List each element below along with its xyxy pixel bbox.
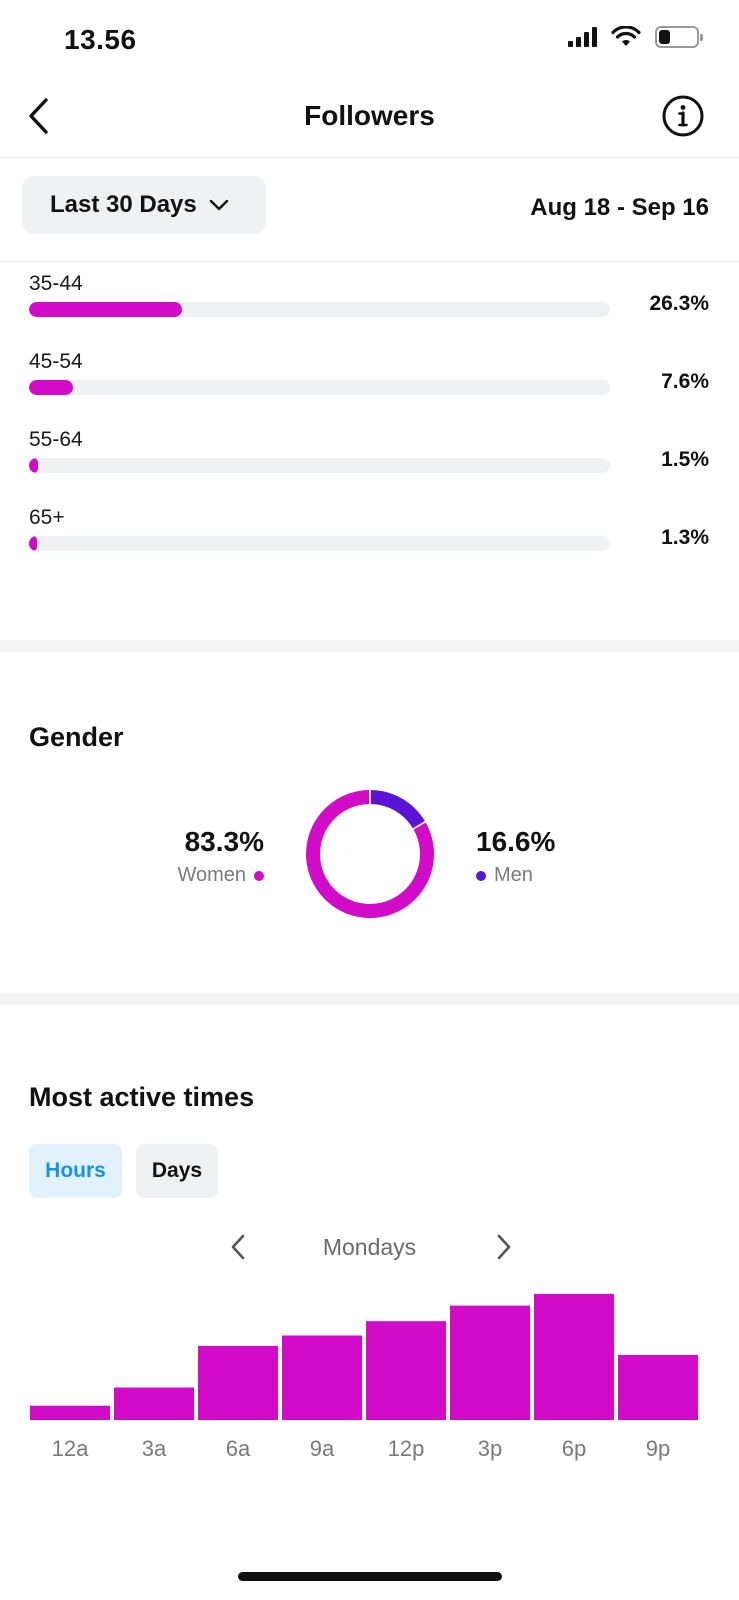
tab-days[interactable]: Days	[136, 1144, 218, 1198]
filter-row: Last 30 Days Aug 18 - Sep 16	[0, 158, 739, 262]
x-tick-label: 9a	[310, 1436, 335, 1461]
gender-women-stat: 83.3% Women	[160, 826, 264, 887]
men-label: Men	[494, 864, 533, 886]
wifi-icon	[611, 26, 641, 46]
x-tick-label: 12p	[388, 1436, 425, 1461]
status-time: 13.56	[64, 24, 137, 55]
back-button[interactable]	[18, 96, 58, 136]
age-bar-fill	[29, 380, 74, 395]
next-day-button[interactable]	[488, 1232, 518, 1262]
date-range-dropdown-label: Last 30 Days	[50, 191, 197, 218]
age-label: 45-54	[29, 350, 83, 373]
bar-3p	[450, 1305, 530, 1420]
age-bar-track	[29, 458, 610, 473]
bar-6p	[534, 1293, 614, 1420]
date-range-dropdown[interactable]: Last 30 Days	[22, 176, 266, 234]
women-legend: Women	[160, 864, 264, 887]
section-divider	[0, 993, 739, 1005]
age-percentage: 1.5%	[661, 448, 709, 471]
chevron-left-icon	[29, 98, 48, 134]
x-tick-label: 12a	[52, 1436, 89, 1461]
donut-slice-women	[306, 790, 434, 918]
x-tick-label: 3a	[142, 1436, 167, 1461]
age-bar-track	[29, 536, 610, 551]
previous-day-button[interactable]	[224, 1232, 254, 1262]
chevron-right-icon	[497, 1234, 511, 1260]
bar-9a	[282, 1335, 362, 1420]
chevron-left-icon	[231, 1234, 245, 1260]
tab-hours[interactable]: Hours	[29, 1144, 122, 1198]
women-legend-dot	[254, 870, 264, 881]
active-times-chart: 12a 3a 6a 9a 12p 3p 6p 9p	[0, 1290, 739, 1480]
gender-title: Gender	[29, 722, 124, 752]
battery-icon	[655, 26, 703, 48]
bar-6a	[198, 1345, 278, 1420]
men-legend-dot	[476, 870, 486, 881]
nav-bar: Followers	[0, 80, 739, 158]
age-row: 35-44 26.3%	[29, 262, 709, 342]
gender-donut-chart	[306, 790, 434, 918]
gender-men-stat: 16.6% Men	[476, 826, 616, 887]
bar-9p	[618, 1355, 698, 1420]
x-tick-label: 9p	[646, 1436, 670, 1461]
age-percentage: 7.6%	[661, 370, 709, 393]
women-percentage: 83.3%	[184, 826, 264, 857]
age-percentage: 26.3%	[649, 292, 709, 315]
age-bar-track	[29, 302, 610, 317]
day-navigator: Mondays	[0, 1224, 739, 1274]
age-row: 65+ 1.3%	[29, 496, 709, 576]
day-label: Mondays	[322, 1234, 417, 1260]
age-row: 45-54 7.6%	[29, 340, 709, 420]
bar-12p	[366, 1321, 446, 1420]
page-title: Followers	[304, 100, 435, 131]
age-label: 65+	[29, 506, 65, 529]
bar-3a	[114, 1387, 194, 1420]
age-bar-fill	[29, 458, 38, 473]
x-tick-label: 6a	[226, 1436, 251, 1461]
section-divider	[0, 640, 739, 652]
men-percentage: 16.6%	[476, 826, 556, 857]
active-times-bar-chart: 12a 3a 6a 9a 12p 3p 6p 9p	[30, 1293, 698, 1461]
age-label: 35-44	[29, 272, 83, 295]
info-icon	[662, 95, 704, 137]
signal-icon	[568, 27, 597, 47]
info-button[interactable]	[661, 94, 705, 138]
age-bar-fill	[29, 536, 37, 551]
age-bar-track	[29, 380, 610, 395]
x-tick-label: 6p	[562, 1436, 586, 1461]
age-range-section: 35-44 26.3% 45-54 7.6% 55-64 1.5% 65+ 1.…	[0, 262, 739, 652]
women-label: Women	[177, 864, 246, 886]
battery-level-fill	[659, 30, 670, 44]
age-percentage: 1.3%	[661, 526, 709, 549]
x-tick-label: 3p	[478, 1436, 502, 1461]
bar-12a	[30, 1405, 110, 1420]
donut-slice-men	[370, 790, 425, 829]
age-label: 55-64	[29, 428, 83, 451]
age-bar-fill	[29, 302, 182, 317]
men-legend: Men	[476, 864, 616, 887]
chevron-down-icon	[209, 199, 228, 211]
most-active-times-title: Most active times	[29, 1082, 255, 1112]
home-indicator[interactable]	[238, 1572, 502, 1581]
status-bar: 13.56	[0, 0, 739, 80]
status-icons	[568, 26, 703, 48]
date-range-text: Aug 18 - Sep 16	[530, 194, 709, 221]
age-row: 55-64 1.5%	[29, 418, 709, 498]
